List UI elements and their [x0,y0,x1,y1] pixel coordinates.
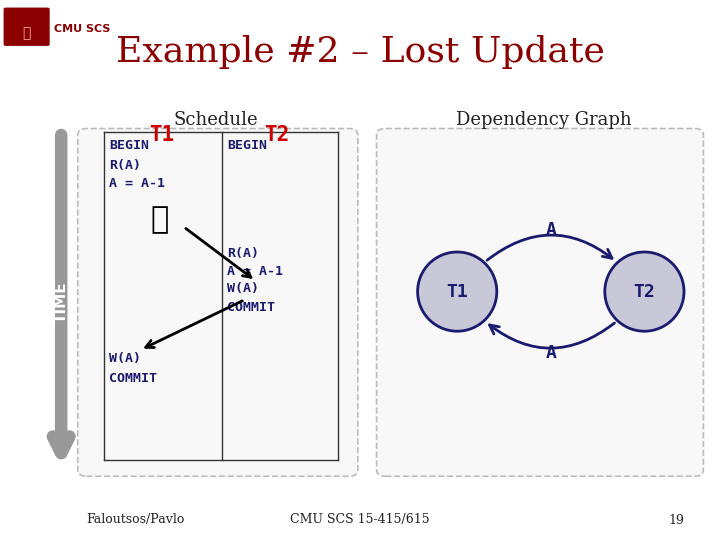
Text: CMU SCS 15-415/615: CMU SCS 15-415/615 [290,514,430,526]
FancyBboxPatch shape [377,129,703,476]
Text: R(A): R(A) [109,159,141,172]
Text: T1: T1 [446,282,468,301]
Text: T1: T1 [149,125,175,145]
Text: W(A): W(A) [109,352,141,365]
Ellipse shape [418,252,497,331]
Text: BEGIN: BEGIN [227,139,267,152]
Ellipse shape [605,252,684,331]
Text: 19: 19 [668,514,684,526]
Text: COMMIT: COMMIT [109,372,158,384]
FancyArrowPatch shape [490,323,614,348]
Text: W(A): W(A) [227,282,258,295]
Text: T2: T2 [634,282,655,301]
Text: COMMIT: COMMIT [227,301,275,314]
Text: A = A-1: A = A-1 [227,265,283,278]
Text: Faloutsos/Pavlo: Faloutsos/Pavlo [86,514,185,526]
Text: 🦅: 🦅 [22,26,31,40]
Text: Example #2 – Lost Update: Example #2 – Lost Update [116,35,604,69]
Text: A: A [545,221,557,239]
Text: R(A): R(A) [227,247,258,260]
FancyBboxPatch shape [78,129,358,476]
Text: TIME: TIME [54,281,68,323]
Text: A: A [545,344,557,362]
Text: CMU SCS: CMU SCS [54,24,110,35]
Text: Dependency Graph: Dependency Graph [456,111,631,129]
Text: BEGIN: BEGIN [109,139,150,152]
FancyBboxPatch shape [4,8,50,46]
Text: T2: T2 [264,125,290,145]
FancyArrowPatch shape [487,235,612,260]
Text: Schedule: Schedule [174,111,258,129]
Text: A = A-1: A = A-1 [109,177,166,190]
Text: 💀: 💀 [150,205,169,234]
